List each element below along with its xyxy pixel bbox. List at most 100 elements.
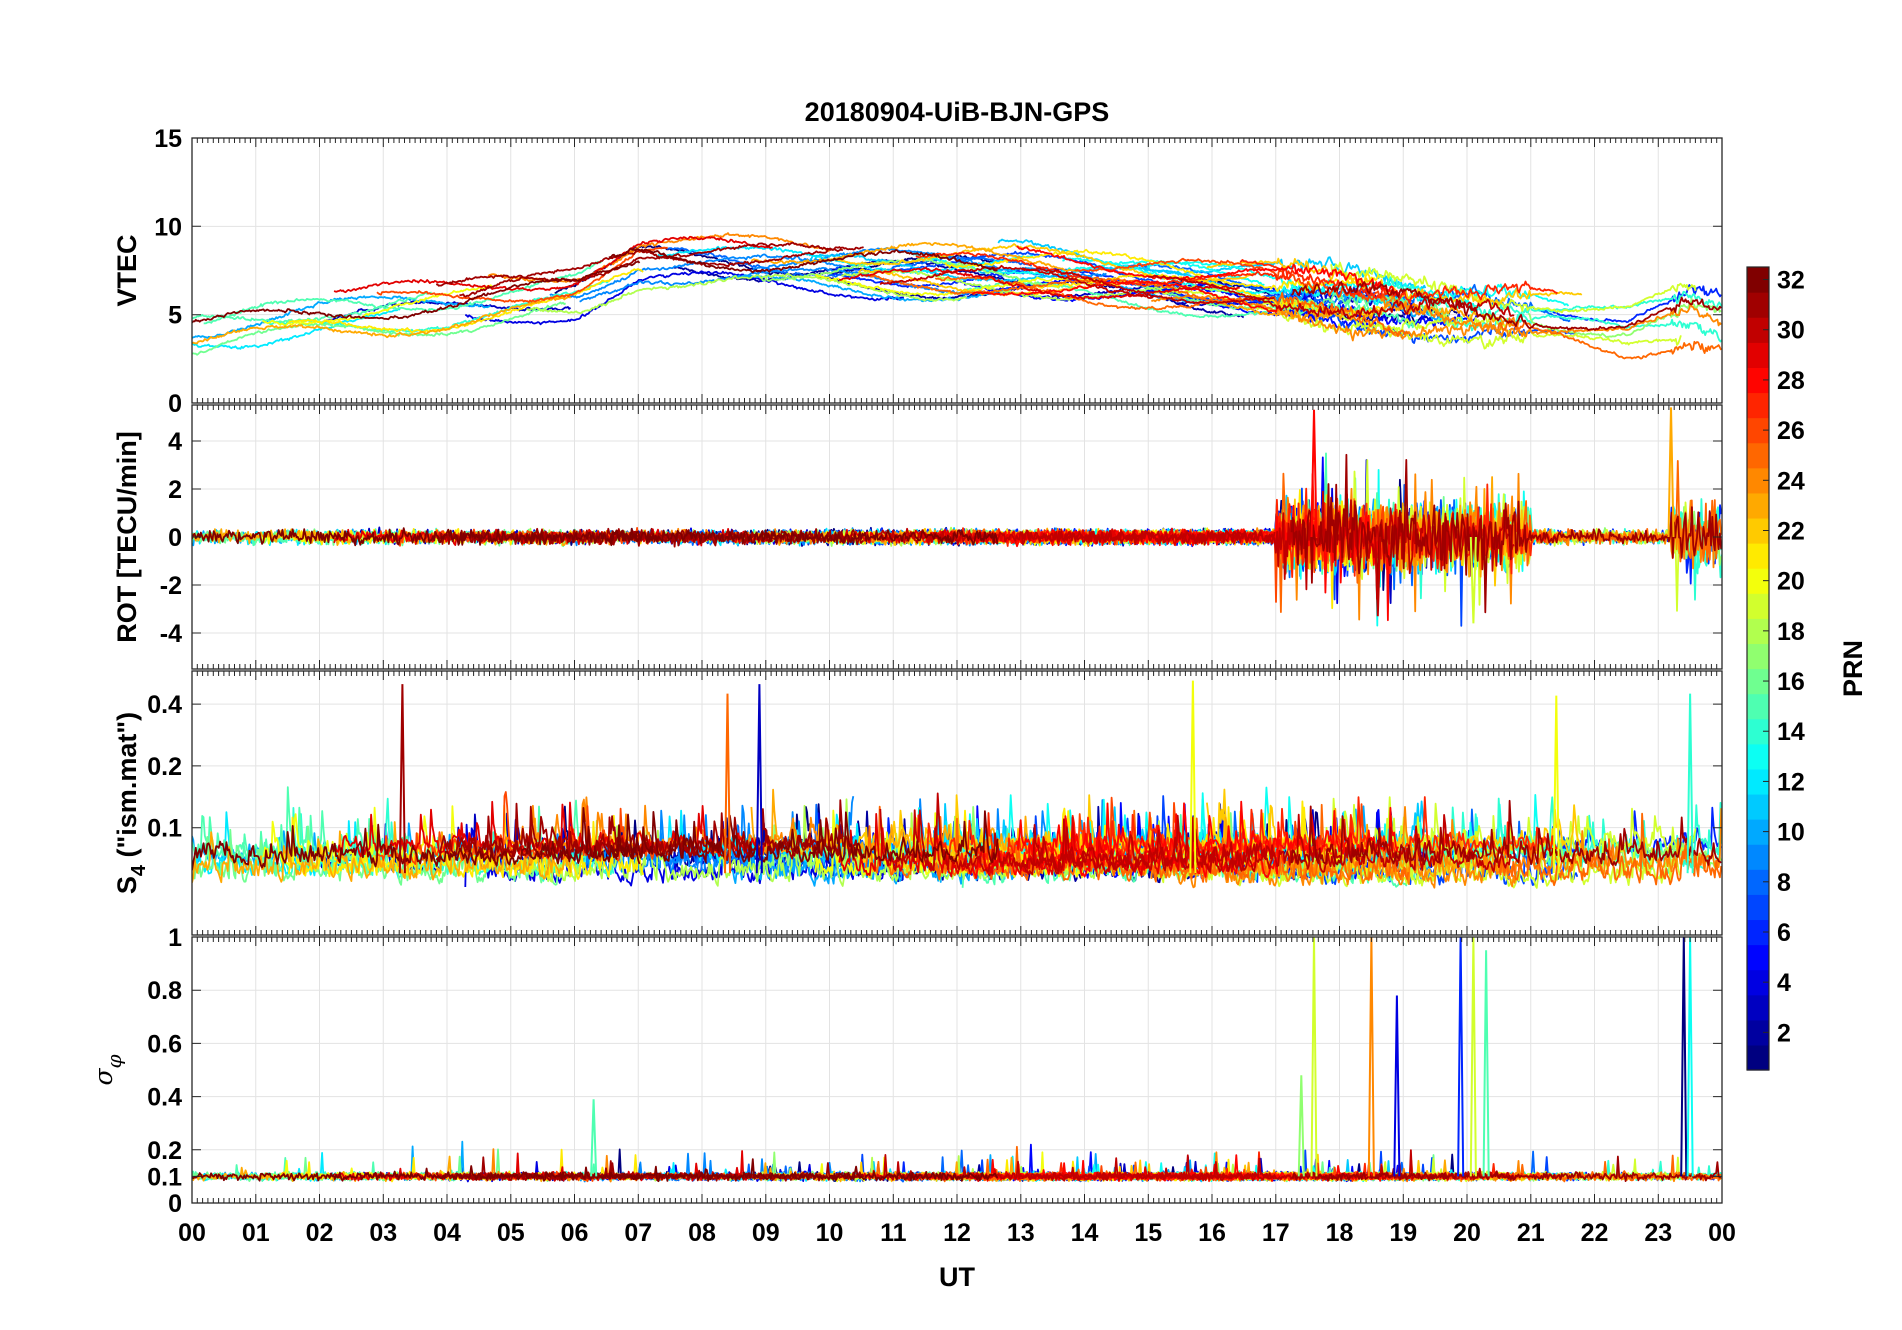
colorbar-swatch: [1747, 492, 1769, 519]
series-line-prn-31: [1290, 799, 1722, 866]
y-tick-label: 0.4: [147, 1084, 182, 1112]
peak-mark: [1482, 950, 1490, 1177]
peak-mark: [398, 684, 406, 874]
colorbar-swatch: [1747, 768, 1769, 795]
peak-mark: [1367, 937, 1375, 1177]
colorbar-swatch: [1747, 618, 1769, 644]
chart-title: 20180904-UiB-BJN-GPS: [805, 97, 1110, 127]
series-line-prn-29: [838, 266, 1240, 300]
colorbar-swatch: [1747, 392, 1769, 419]
x-ticks: [191, 405, 1723, 669]
series-line-prn-32: [192, 1165, 641, 1182]
panel-s4: 0.1 0.2 0.4S4 ("ism.mat"): [112, 670, 1723, 936]
peak-mark: [1189, 680, 1197, 874]
series-line-prn-28: [971, 279, 1281, 313]
colorbar-swatch: [1747, 944, 1769, 971]
series-group: [192, 232, 1722, 360]
y-ticks: [192, 936, 1722, 1204]
y-axis-label: ROT [TECU/min]: [112, 431, 142, 642]
x-tick-label: 14: [1071, 1219, 1099, 1247]
panel-vtec: 0 5 10 15 VTEC: [112, 125, 1723, 418]
y-axis-label: VTEC: [112, 234, 142, 306]
colorbar-swatch: [1747, 267, 1769, 293]
y-ticks: [192, 137, 1722, 404]
series-line-prn-30: [1021, 267, 1275, 305]
x-tick-label: 01: [242, 1219, 270, 1247]
series-line-prn-28: [1016, 245, 1399, 296]
series-line-prn-32: [608, 247, 998, 274]
colorbar-tick-label: 10: [1777, 819, 1805, 847]
y-tick-label: 15: [154, 125, 182, 153]
series-group: [192, 680, 1722, 889]
series-line-prn-32: [192, 807, 641, 871]
series-line-prn-23: [192, 296, 572, 345]
colorbar-swatch: [1747, 342, 1769, 368]
y-tick-label: 0: [168, 390, 182, 418]
series-line-prn-12: [192, 307, 401, 350]
y-tick-label: 2: [168, 476, 182, 504]
colorbar-swatch: [1747, 693, 1769, 720]
x-tick-label: 09: [752, 1219, 780, 1247]
x-tick-label: 17: [1262, 1219, 1290, 1247]
series-group: [192, 937, 1722, 1183]
colorbar-swatch: [1747, 869, 1769, 895]
colorbar-tick-label: 12: [1777, 768, 1805, 796]
colorbar-tick-label: 8: [1777, 869, 1791, 897]
colorbar-swatch: [1747, 367, 1769, 394]
colorbar-swatch: [1747, 292, 1769, 318]
colorbar-swatch: [1747, 467, 1769, 494]
colorbar-swatch: [1747, 593, 1769, 619]
x-tick-label: 18: [1326, 1219, 1354, 1247]
y-axis-label: σφ: [89, 1054, 126, 1085]
peak-mark: [755, 684, 763, 874]
series-line-prn-14: [1437, 313, 1722, 343]
x-tick-label: 19: [1389, 1219, 1417, 1247]
series-line-prn-10: [192, 295, 491, 339]
colorbar-swatch: [1747, 919, 1769, 946]
peak-mark: [590, 1099, 598, 1177]
x-tick-label: 04: [433, 1219, 461, 1247]
x-tick-label: 22: [1581, 1219, 1609, 1247]
series-line-prn-32: [608, 810, 999, 863]
series-line-prn-32: [192, 527, 641, 547]
series-line-prn-32: [192, 260, 641, 324]
peak-mark: [1667, 407, 1675, 538]
peak-mark: [1469, 536, 1477, 624]
colorbar-tick-label: 6: [1777, 919, 1791, 947]
colorbar-swatch: [1747, 543, 1769, 569]
series-line-prn-13: [1144, 260, 1570, 307]
series-group: [192, 407, 1722, 627]
series-line-prn-30: [1021, 1157, 1275, 1182]
series-line-prn-30: [1021, 814, 1276, 876]
peak-mark: [1393, 995, 1401, 1177]
series-line-prn-30: [879, 264, 1153, 299]
colorbar-swatch: [1747, 568, 1769, 594]
x-tick-label: 21: [1517, 1219, 1545, 1247]
series-line-prn-29: [333, 235, 773, 294]
peak-mark: [1686, 693, 1694, 874]
y-tick-label: 0.1: [147, 815, 182, 843]
x-tick-label: 11: [880, 1219, 907, 1247]
colorbar-swatch: [1747, 442, 1769, 469]
colorbar-tick-label: 18: [1777, 618, 1805, 646]
series-line-prn-15: [203, 260, 602, 325]
colorbar-swatch: [1747, 718, 1769, 745]
colorbar-swatch: [1747, 969, 1769, 996]
y-tick-label: 0.4: [147, 691, 182, 719]
x-tick-label: 12: [943, 1219, 971, 1247]
series-line-prn-32: [608, 1158, 999, 1183]
series-line-prn-31: [458, 527, 865, 546]
x-tick-label: 08: [688, 1219, 716, 1247]
colorbar-tick-label: 32: [1777, 267, 1805, 295]
series-line-prn-25: [864, 274, 1225, 305]
x-tick-labels: 00 01 02 03 04 05 06 07 08 09 10 11 12 13 14 15 16 17 18 19…: [178, 1219, 1736, 1247]
colorbar-swatch: [1747, 317, 1769, 343]
x-axis-label: UT: [939, 1262, 975, 1292]
colorbar-frame: [1746, 266, 1770, 1071]
x-tick-label: 23: [1644, 1219, 1672, 1247]
series-line-prn-16: [192, 301, 567, 356]
peak-mark: [724, 693, 731, 874]
colorbar-swatch: [1747, 417, 1769, 444]
peak-mark: [1686, 937, 1694, 1177]
